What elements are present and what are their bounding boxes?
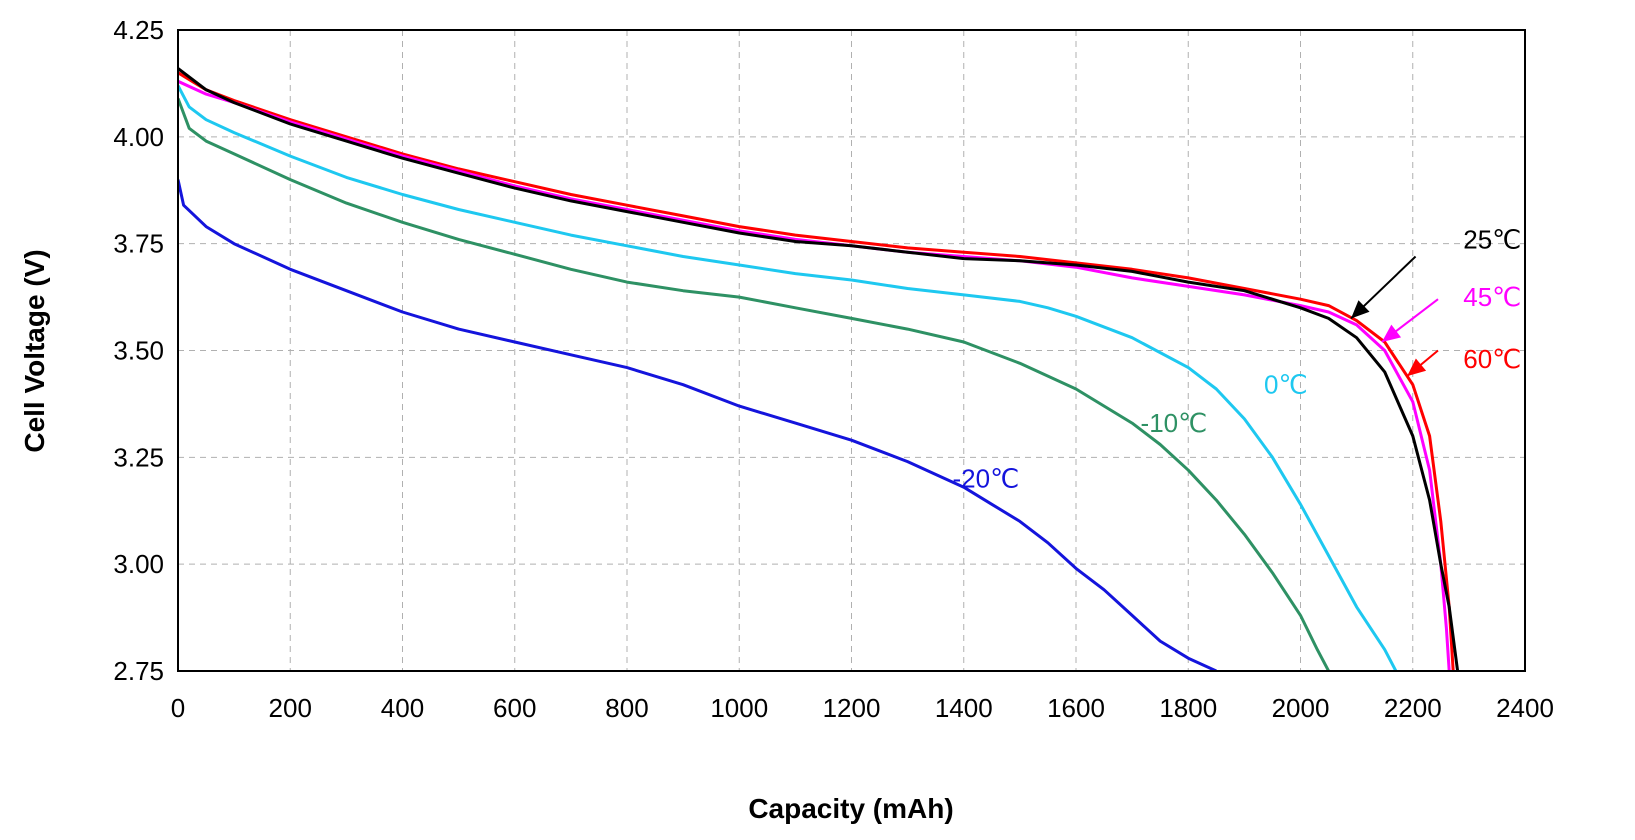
series-line [178,67,1460,671]
y-tick-label: 2.75 [113,656,164,686]
series-annotation-label: -20℃ [953,464,1020,494]
x-tick-label: 1200 [823,693,881,723]
x-tick-label: 1400 [935,693,993,723]
x-tick-label: 800 [605,693,648,723]
x-tick-label: 1800 [1159,693,1217,723]
annotation-arrow-head [1351,300,1370,319]
series-annotation-label: 45℃ [1463,282,1521,312]
series-line [178,71,1455,671]
y-tick-label: 4.25 [113,15,164,45]
annotations: 25℃ 45℃ 60℃ 0℃ -10℃ -20℃ [953,224,1522,493]
y-tick-label: 3.00 [113,549,164,579]
y-axis-ticks: 2.75 3.00 3.25 3.50 3.75 4.00 4.25 [113,15,164,686]
y-tick-label: 4.00 [113,122,164,152]
grid [178,30,1525,671]
annotation-arrow-head [1381,324,1402,342]
x-axis-ticks: 0 200 400 600 800 1000 1200 1400 1600 1800 2000 220… [171,693,1554,723]
x-tick-label: 1600 [1047,693,1105,723]
y-tick-label: 3.25 [113,442,164,472]
series-lines [178,67,1460,671]
y-tick-label: 3.50 [113,336,164,366]
series-line [178,97,1330,671]
series-annotation-label: 0℃ [1264,370,1308,400]
series-annotation-label: 60℃ [1463,344,1521,374]
x-tick-label: 400 [381,693,424,723]
series-line [178,84,1398,671]
x-tick-label: 1000 [710,693,768,723]
x-tick-label: 0 [171,693,185,723]
series-line [178,179,1217,671]
x-tick-label: 600 [493,693,536,723]
y-axis-label: Cell Voltage (V) [19,249,50,452]
x-tick-label: 200 [269,693,312,723]
plot-frame [177,29,1526,672]
y-tick-label: 3.75 [113,229,164,259]
x-tick-label: 2200 [1384,693,1442,723]
series-annotation-label: 25℃ [1463,224,1521,254]
x-tick-label: 2000 [1272,693,1330,723]
annotation-arrow-head [1407,358,1427,377]
x-tick-label: 2400 [1496,693,1554,723]
series-annotation-label: -10℃ [1141,408,1208,438]
series-line [178,79,1451,671]
x-axis-label: Capacity (mAh) [748,793,953,824]
